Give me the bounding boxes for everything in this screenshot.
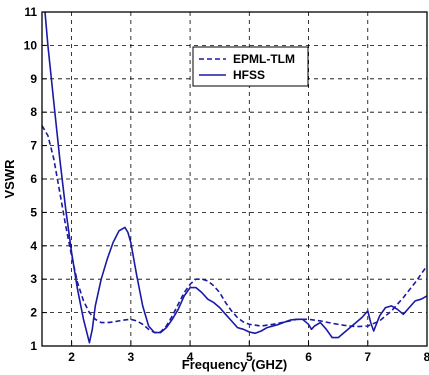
- series-line-epml-tlm: [41, 125, 428, 334]
- x-tick-label: 3: [128, 350, 135, 364]
- x-ticks: 2 3 4 5 6 7 8: [68, 341, 429, 364]
- x-tick-label: 4: [187, 350, 194, 364]
- series-line-hfss: [44, 11, 428, 344]
- y-tick-label: 1: [30, 339, 37, 353]
- legend: EPML-TLM HFSS: [192, 46, 309, 87]
- y-ticks: 1 2 3 4 5 6 7 8 9 10 11: [24, 5, 47, 353]
- y-tick-label: 4: [30, 239, 37, 253]
- y-tick-label: 9: [30, 72, 37, 86]
- series-group: [41, 11, 428, 344]
- x-tick-label: 7: [364, 350, 371, 364]
- y-tick-label: 2: [30, 306, 37, 320]
- legend-box: [192, 46, 309, 87]
- x-axis-label: Frequency (GHZ): [182, 357, 287, 372]
- plot-frame: [41, 11, 428, 347]
- y-tick-label: 5: [30, 205, 37, 219]
- x-tick-label: 8: [424, 350, 429, 364]
- y-tick-label: 3: [30, 272, 37, 286]
- x-tick-label: 2: [68, 350, 75, 364]
- y-tick-label: 10: [24, 38, 38, 52]
- y-axis-label: VSWR: [2, 159, 17, 199]
- y-tick-label: 8: [30, 105, 37, 119]
- grid: [42, 12, 427, 346]
- y-tick-label: 7: [30, 139, 37, 153]
- legend-label-hfss: HFSS: [233, 68, 265, 82]
- y-tick-label: 11: [24, 5, 37, 19]
- x-tick-label: 5: [246, 350, 253, 364]
- y-tick-label: 6: [30, 172, 37, 186]
- legend-label-epml-tlm: EPML-TLM: [233, 52, 295, 66]
- x-tick-label: 6: [305, 350, 312, 364]
